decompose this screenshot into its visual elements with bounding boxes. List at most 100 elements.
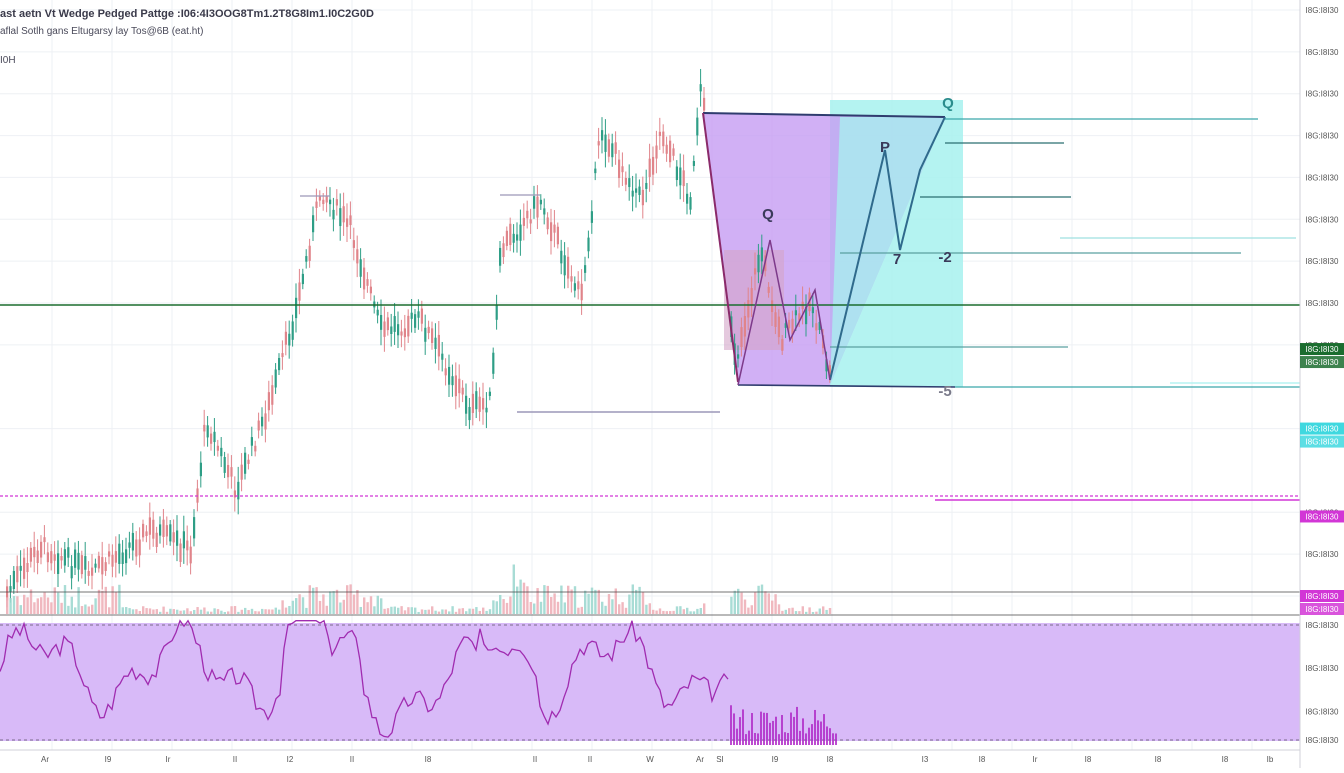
volume-bar: [121, 607, 124, 614]
candle-body: [77, 552, 80, 570]
interval-label[interactable]: I0H: [0, 55, 16, 66]
oscillator-bar: [799, 730, 801, 745]
oscillator-bar: [772, 720, 774, 745]
volume-bar: [505, 602, 509, 614]
oscillator-bar: [757, 733, 759, 745]
candle-body: [125, 549, 128, 564]
candle-body: [403, 328, 406, 338]
current-price-badge-subtext: I8G:I8I30: [1306, 438, 1339, 447]
oscillator-pane: [0, 619, 1300, 745]
candle-body: [444, 368, 447, 376]
support-badge-subtext: I8G:I8I30: [1306, 358, 1339, 367]
candle-body: [696, 117, 699, 136]
candle-body: [308, 245, 311, 261]
oscillator-tick-label: I8G:I8I30: [1306, 664, 1339, 673]
volume-bar: [50, 602, 53, 614]
candle-body: [244, 452, 247, 474]
wedge-pattern-drawing: Q P Q 7 -2 -5: [702, 95, 956, 400]
bottom-badge: I8G:I8I30 I8G:I8I30: [1300, 590, 1344, 615]
volume-bar: [669, 611, 672, 614]
volume-bar: [454, 611, 458, 614]
volume-bar: [301, 597, 305, 614]
candle-body: [658, 131, 661, 136]
candle-body: [675, 166, 678, 181]
volume-bar: [577, 607, 580, 614]
candle-body: [679, 167, 682, 186]
current-price-badge-text: I8G:I8I30: [1306, 425, 1339, 434]
volume-bar: [791, 607, 794, 614]
candle-body: [556, 226, 559, 245]
candle-body: [784, 323, 787, 328]
candle-body: [182, 531, 185, 549]
candle-body: [237, 481, 240, 500]
candle-body: [672, 148, 675, 156]
candle-body: [767, 286, 770, 293]
price-tick-label: I8G:I8I30: [1306, 6, 1339, 15]
candle-body: [420, 308, 423, 324]
volume-bar: [186, 608, 189, 614]
volume-bar: [46, 597, 50, 614]
volume-bar: [828, 607, 832, 614]
volume-bar: [298, 594, 301, 614]
volume-bar: [655, 610, 658, 614]
volume-bar: [97, 589, 101, 614]
volume-bar: [264, 609, 267, 614]
volume-bar: [539, 601, 543, 614]
volume-bar: [196, 607, 199, 614]
volume-bar: [822, 606, 825, 614]
volume-bar: [91, 604, 94, 614]
oscillator-bar: [736, 728, 738, 745]
point-5-label: -5: [938, 383, 951, 400]
volume-bar: [271, 609, 274, 614]
volume-bar: [682, 609, 685, 614]
candle-body: [23, 557, 26, 579]
volume-bar: [580, 606, 583, 614]
volume-bar: [67, 605, 70, 614]
candle-body: [295, 297, 298, 319]
volume-bar: [611, 599, 614, 614]
candle-body: [502, 243, 505, 258]
volume-bar: [403, 610, 407, 614]
volume-bar: [60, 602, 63, 614]
volume-bar: [624, 607, 628, 614]
volume-bar: [533, 603, 536, 614]
volume-bar: [308, 585, 311, 614]
candle-body: [624, 177, 627, 185]
volume-bar: [393, 606, 396, 614]
volume-bar: [179, 610, 182, 614]
time-tick-label: I8: [1222, 755, 1229, 764]
candle-body: [740, 327, 743, 348]
volume-bar: [339, 602, 342, 614]
volume-bar: [376, 595, 379, 614]
volume-bar: [162, 606, 165, 614]
volume-bar: [492, 600, 495, 614]
candle-body: [152, 519, 155, 539]
volume-bar: [573, 586, 577, 614]
candle-body: [754, 268, 757, 275]
candle-body: [169, 524, 172, 542]
candle-body: [363, 267, 366, 290]
candle-body: [393, 316, 396, 332]
candle-body: [104, 562, 107, 571]
candle-body: [359, 259, 362, 277]
wedge-breakout-path: [829, 116, 946, 381]
candle-body: [60, 556, 63, 561]
candle-body: [417, 311, 420, 318]
volume-bar: [380, 598, 383, 614]
candle-body: [635, 188, 638, 193]
candle-body: [94, 563, 97, 568]
candle-body: [29, 547, 32, 562]
time-tick-label: I8: [425, 755, 432, 764]
candle-body: [485, 407, 488, 413]
volume-bar: [29, 589, 33, 614]
oscillator-bar: [766, 712, 768, 745]
current-price-badge: I8G:I8I30 I8G:I8I30: [1300, 422, 1344, 448]
candle-body: [43, 537, 46, 543]
candle-body: [570, 276, 573, 282]
candle-body: [223, 457, 226, 473]
volume-bar: [451, 606, 454, 614]
volume-bar: [135, 609, 138, 614]
oscillator-bar: [811, 724, 813, 745]
